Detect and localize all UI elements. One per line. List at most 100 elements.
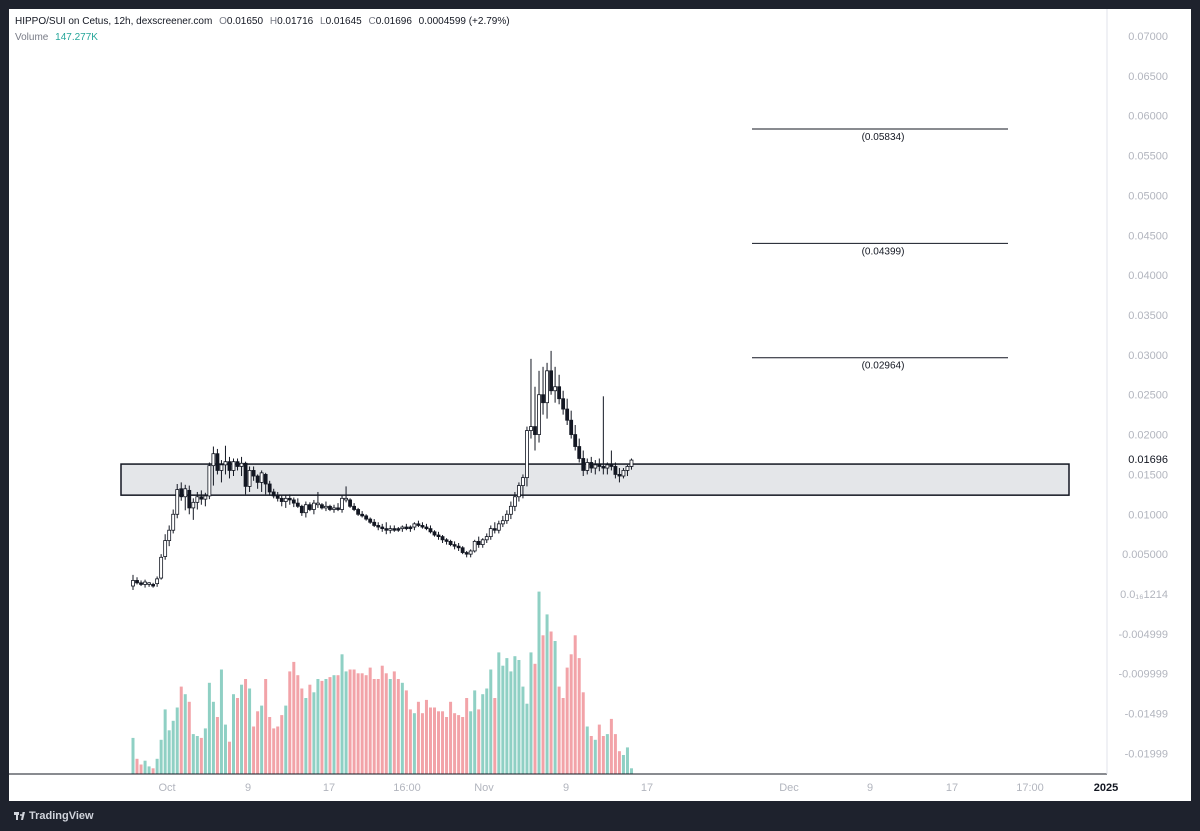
candle-body <box>597 464 602 467</box>
candle-body <box>545 370 549 404</box>
candle-body <box>408 526 413 530</box>
candle-body <box>139 582 143 585</box>
volume-bar <box>477 709 481 774</box>
volume-bar <box>227 741 231 774</box>
volume-bar <box>211 701 215 774</box>
volume-bar <box>372 679 376 774</box>
volume-bar <box>621 755 625 774</box>
volume-bar <box>300 688 304 774</box>
candle-body <box>468 550 473 555</box>
candle-body <box>541 394 545 404</box>
candle-body <box>553 386 557 392</box>
candle-body <box>625 466 630 471</box>
volume-row: Volume 147.277K <box>15 30 510 46</box>
candle-body <box>424 526 429 530</box>
candle-body <box>488 528 493 538</box>
candle-body <box>420 525 425 528</box>
price-tick-label: 0.04000 <box>1128 270 1168 282</box>
candle-body <box>303 504 308 514</box>
volume-bar <box>368 667 372 774</box>
price-tick-label: 0.01000 <box>1128 509 1168 521</box>
candle-body <box>412 523 417 528</box>
candle-body <box>581 458 586 471</box>
volume-bar <box>304 698 308 774</box>
volume-bar <box>408 709 412 774</box>
volume-bar <box>457 715 461 774</box>
volume-bar <box>191 734 195 774</box>
volume-bar <box>131 737 135 774</box>
volume-bar <box>268 717 272 774</box>
candle-body <box>569 419 574 435</box>
high-label: H <box>269 16 278 27</box>
candle-body <box>484 536 489 541</box>
candle-body <box>368 518 373 523</box>
tradingview-logo[interactable]: TradingView <box>14 810 94 822</box>
candle-body <box>299 505 304 514</box>
volume-bar <box>501 665 505 774</box>
candle-body <box>191 501 196 509</box>
volume-bar <box>625 747 629 774</box>
candle-body <box>444 539 449 542</box>
candle-body <box>219 464 224 471</box>
candle-body <box>211 453 216 467</box>
volume-bar <box>613 734 617 774</box>
volume-bar <box>215 717 219 774</box>
volume-bar <box>223 724 227 774</box>
price-tick-label: 0.04500 <box>1128 230 1168 242</box>
candle-body <box>307 504 312 510</box>
candle-body <box>549 370 553 392</box>
volume-bar <box>553 641 557 774</box>
candle-body <box>131 580 135 587</box>
price-tick-label: 0.01500 <box>1128 469 1168 481</box>
volume-bar <box>324 679 328 774</box>
candle-body <box>203 495 208 500</box>
volume-bar <box>609 718 613 774</box>
candle-body <box>601 466 606 469</box>
volume-bar <box>561 698 565 774</box>
price-tick-label: 0.0₁₆1214 <box>1120 589 1168 601</box>
price-tick-label: 0.03500 <box>1128 310 1168 322</box>
price-tick-label: 0.02000 <box>1128 430 1168 442</box>
volume-bar <box>207 682 211 774</box>
volume-bar <box>163 709 167 774</box>
price-tick-label: 0.06000 <box>1128 111 1168 123</box>
candle-body <box>352 505 357 510</box>
candle-body <box>617 474 622 477</box>
volume-bar <box>509 671 513 774</box>
volume-bar <box>469 711 473 774</box>
candle-body <box>629 459 634 467</box>
volume-bar <box>203 728 207 774</box>
candle-body <box>283 497 288 502</box>
candle-body <box>388 528 393 531</box>
volume-bar <box>135 758 139 774</box>
candle-body <box>275 495 280 499</box>
candle-body <box>416 523 421 526</box>
volume-bar <box>412 713 416 774</box>
price-tick-label: 0.07000 <box>1128 31 1168 43</box>
candle-body <box>492 528 497 531</box>
volume-bar <box>139 764 143 774</box>
candle-body <box>577 446 582 459</box>
volume-bar <box>400 682 404 774</box>
candle-body <box>147 582 151 585</box>
candle-body <box>263 474 268 485</box>
candle-body <box>472 540 477 552</box>
volume-bar <box>240 684 244 774</box>
candle-body <box>295 502 300 507</box>
candle-body <box>360 513 365 517</box>
chart-frame <box>9 9 1191 801</box>
candle-body <box>259 472 264 483</box>
candle-body <box>480 539 485 545</box>
volume-bar <box>292 661 296 774</box>
candle-body <box>593 464 598 469</box>
volume-bar <box>236 698 240 774</box>
candle-body <box>328 505 332 510</box>
candle-body <box>372 521 377 526</box>
candle-body <box>279 497 284 502</box>
volume-bar <box>252 726 256 774</box>
volume-bar <box>336 675 340 774</box>
volume-bar <box>441 711 445 774</box>
candle-body <box>267 483 272 493</box>
high-value: 0.01716 <box>277 16 314 27</box>
